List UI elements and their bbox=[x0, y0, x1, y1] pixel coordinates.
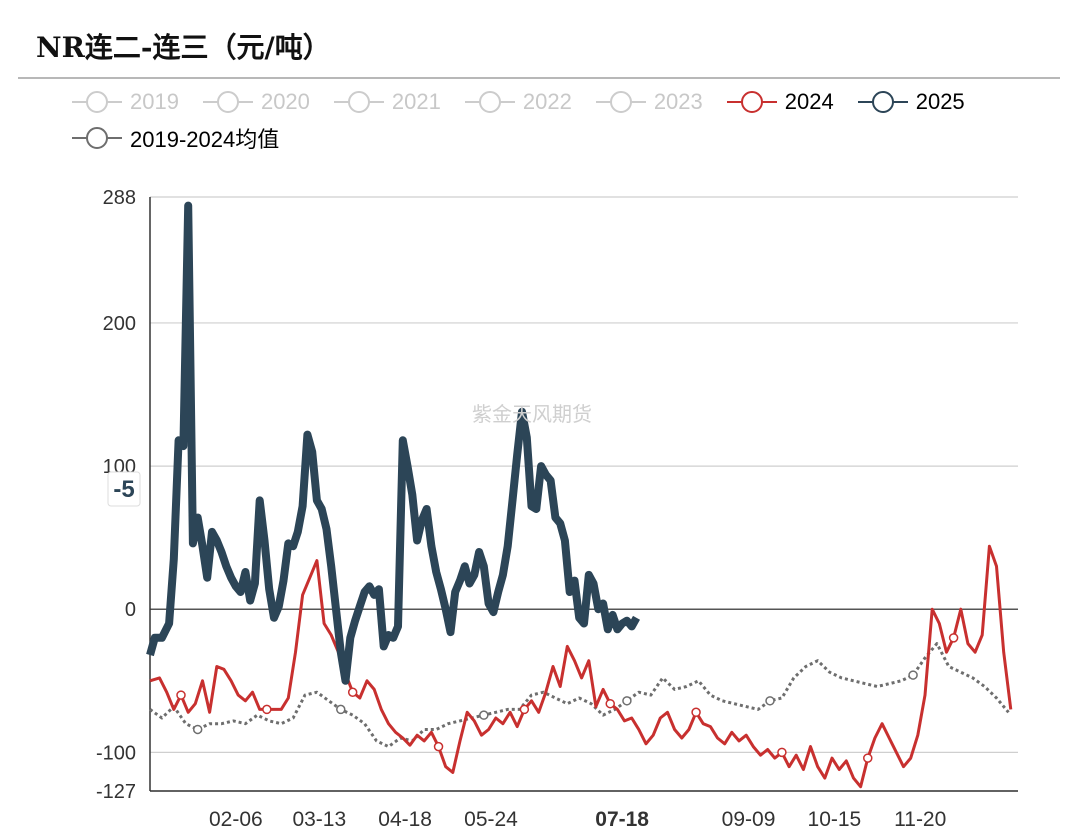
legend-item-2024[interactable]: 2024 bbox=[725, 87, 834, 117]
x-tick-label-active: 07-18 bbox=[595, 808, 649, 831]
legend-marker-icon bbox=[202, 91, 253, 113]
legend-label: 2023 bbox=[653, 89, 703, 114]
y-tick-label: -127 bbox=[96, 781, 136, 803]
x-tick-label: 10-15 bbox=[808, 808, 862, 831]
legend-item-average[interactable]: 2019-2024均值 bbox=[70, 122, 279, 154]
x-tick-label: 04-18 bbox=[378, 808, 432, 831]
legend-item-2021[interactable]: 2021 bbox=[332, 87, 441, 117]
series-line-2024 bbox=[149, 544, 1013, 789]
legend-item-2022[interactable]: 2022 bbox=[463, 87, 572, 117]
x-tick-label: 09-09 bbox=[722, 808, 776, 831]
legend-label: 2025 bbox=[915, 89, 965, 114]
data-point-marker bbox=[948, 633, 959, 643]
legend-marker-icon bbox=[333, 91, 384, 113]
data-point-marker bbox=[433, 741, 444, 752]
legend-marker-icon bbox=[595, 91, 646, 113]
data-point-marker bbox=[908, 670, 918, 680]
data-point-marker bbox=[262, 704, 272, 715]
legend-item-2020[interactable]: 2020 bbox=[201, 87, 310, 117]
legend-item-2023[interactable]: 2023 bbox=[594, 87, 703, 117]
y-tick-label: 200 bbox=[103, 313, 136, 335]
data-point-marker bbox=[605, 698, 615, 709]
data-point-marker bbox=[192, 724, 203, 735]
data-point-marker bbox=[777, 747, 787, 758]
data-point-marker bbox=[336, 704, 346, 715]
x-tick-label: 03-13 bbox=[292, 808, 346, 831]
data-point-marker bbox=[176, 690, 186, 700]
series-line-average bbox=[149, 642, 1010, 749]
y-tick-label: 0 bbox=[125, 599, 136, 621]
data-point-marker bbox=[479, 710, 489, 720]
data-point-marker bbox=[622, 696, 632, 706]
watermark: 紫金天风期货 bbox=[472, 402, 592, 426]
legend-label: 2019-2024均值 bbox=[130, 127, 280, 152]
legend-marker-icon bbox=[72, 127, 122, 149]
legend-row-1: 2019 2020 2021 2022 2023 2024 2025 bbox=[70, 84, 1030, 120]
chart-title: NR连二-连三（元/吨） bbox=[36, 31, 331, 64]
y-tick-label: -100 bbox=[96, 742, 136, 764]
y-tick-label: 288 bbox=[103, 187, 136, 209]
data-point-marker bbox=[347, 687, 358, 697]
legend: 2019 2020 2021 2022 2023 2024 2025 bbox=[70, 84, 1030, 156]
legend-item-2025[interactable]: 2025 bbox=[856, 87, 965, 117]
legend-marker-icon bbox=[464, 91, 515, 113]
x-tick-label: 02-06 bbox=[209, 808, 263, 831]
legend-marker-icon bbox=[726, 91, 777, 113]
legend-label: 2024 bbox=[784, 89, 834, 114]
legend-row-2: 2019-2024均值 bbox=[70, 120, 1030, 156]
series-line-2025 bbox=[146, 201, 640, 685]
axis-pointer-box bbox=[107, 471, 141, 507]
legend-item-2019[interactable]: 2019 bbox=[70, 87, 179, 117]
x-tick-label: 05-24 bbox=[464, 808, 518, 831]
x-tick-label: 11-20 bbox=[894, 808, 946, 831]
legend-marker-icon bbox=[857, 91, 908, 113]
data-point-marker bbox=[765, 696, 775, 706]
title-divider bbox=[18, 77, 1060, 79]
data-point-marker bbox=[691, 707, 701, 718]
legend-label: 2022 bbox=[522, 89, 572, 114]
legend-marker-icon bbox=[72, 91, 122, 113]
legend-label: 2019 bbox=[130, 89, 179, 114]
data-point-marker bbox=[519, 704, 530, 715]
legend-label: 2021 bbox=[391, 89, 441, 114]
axis-pointer-value: -5 bbox=[113, 476, 134, 503]
data-point-marker bbox=[863, 753, 873, 763]
legend-label: 2020 bbox=[260, 89, 310, 114]
